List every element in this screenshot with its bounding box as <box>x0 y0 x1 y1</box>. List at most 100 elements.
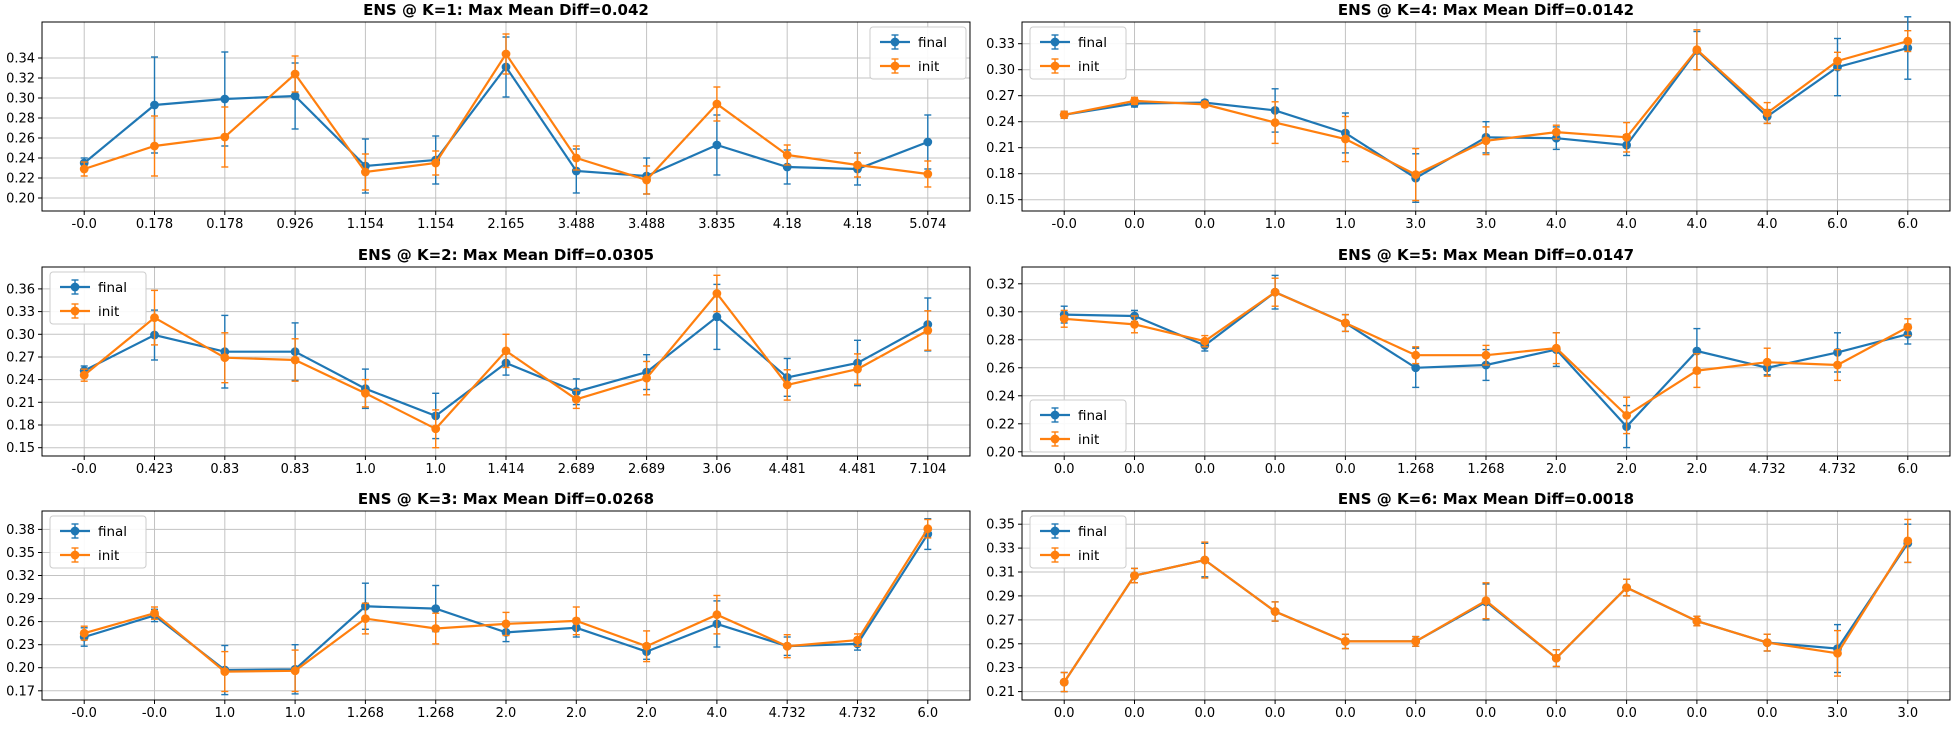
legend-item-final: final <box>60 523 127 540</box>
svg-text:-0.0: -0.0 <box>72 462 97 477</box>
legend: final init <box>869 26 967 80</box>
svg-text:-0.0: -0.0 <box>72 706 97 721</box>
y-axis: 0.20 0.22 0.24 0.26 0.28 0.30 0.32 0.34 <box>6 51 43 206</box>
svg-text:0.0: 0.0 <box>1335 462 1356 477</box>
svg-text:0.23: 0.23 <box>6 638 35 653</box>
svg-text:4.0: 4.0 <box>1616 217 1637 232</box>
legend-label-final: final <box>98 524 127 540</box>
gridlines <box>42 511 970 701</box>
chart-canvas-k6: 0.0 0.0 0.0 0.0 0.0 0.0 0.0 0.0 0.0 0.0 0.0 3.0 3.00… <box>986 510 1951 721</box>
legend: final init <box>1029 399 1127 453</box>
chart-canvas-k2: -0.0 0.423 0.83 0.83 1.0 1.0 1.414 2.689 2.689 3.… <box>6 266 971 477</box>
svg-text:0.30: 0.30 <box>986 305 1015 320</box>
legend-item-final: final <box>1040 406 1107 423</box>
svg-text:0.38: 0.38 <box>6 523 35 538</box>
svg-text:0.30: 0.30 <box>986 63 1015 78</box>
chart-title: ENS @ K=6: Max Mean Diff=0.0018 <box>1337 490 1635 509</box>
x-axis: 0.0 0.0 0.0 0.0 0.0 1.268 1.268 2.0 2.0 2.0 4.732 4… <box>1054 455 1918 477</box>
svg-text:0.33: 0.33 <box>6 305 35 320</box>
svg-text:0.26: 0.26 <box>6 131 35 146</box>
svg-text:0.29: 0.29 <box>986 590 1015 605</box>
legend-label-final: final <box>1078 524 1107 540</box>
gridlines <box>1022 21 1950 211</box>
svg-text:4.0: 4.0 <box>707 706 728 721</box>
svg-text:2.165: 2.165 <box>487 217 524 232</box>
svg-text:1.268: 1.268 <box>1397 462 1434 477</box>
legend-item-final: final <box>1040 34 1107 51</box>
svg-text:0.18: 0.18 <box>986 167 1015 182</box>
chart-title: ENS @ K=1: Max Mean Diff=0.042 <box>363 1 649 19</box>
svg-text:0.20: 0.20 <box>986 445 1015 460</box>
series-init <box>1059 29 1913 202</box>
svg-text:0.35: 0.35 <box>6 546 35 561</box>
svg-text:0.33: 0.33 <box>986 37 1015 52</box>
svg-text:0.423: 0.423 <box>136 462 173 477</box>
legend-item-init: init <box>1040 430 1099 447</box>
svg-text:0.26: 0.26 <box>986 361 1015 376</box>
svg-text:0.22: 0.22 <box>6 171 35 186</box>
svg-text:0.28: 0.28 <box>986 333 1015 348</box>
svg-text:0.83: 0.83 <box>281 462 310 477</box>
svg-text:3.06: 3.06 <box>702 462 731 477</box>
svg-text:2.0: 2.0 <box>1616 462 1637 477</box>
svg-text:3.488: 3.488 <box>558 217 595 232</box>
chart-title: ENS @ K=3: Max Mean Diff=0.0268 <box>357 490 655 509</box>
chart-title: ENS @ K=4: Max Mean Diff=0.0142 <box>1337 1 1635 19</box>
chart-canvas-k5: 0.0 0.0 0.0 0.0 0.0 1.268 1.268 2.0 2.0 2.0 4.732 4… <box>986 266 1951 477</box>
svg-text:0.28: 0.28 <box>6 111 35 126</box>
svg-text:0.0: 0.0 <box>1054 462 1075 477</box>
legend-label-final: final <box>918 35 947 51</box>
svg-text:7.104: 7.104 <box>909 462 946 477</box>
svg-text:0.17: 0.17 <box>6 684 35 699</box>
svg-text:0.32: 0.32 <box>986 277 1015 292</box>
svg-text:3.0: 3.0 <box>1897 706 1918 721</box>
svg-text:0.0: 0.0 <box>1546 706 1567 721</box>
chart-title: ENS @ K=5: Max Mean Diff=0.0147 <box>1337 245 1635 264</box>
legend-label-init: init <box>98 548 119 564</box>
svg-text:2.0: 2.0 <box>1546 462 1567 477</box>
legend: final init <box>49 515 147 569</box>
svg-text:2.689: 2.689 <box>558 462 595 477</box>
svg-text:6.0: 6.0 <box>1897 462 1918 477</box>
legend-item-init: init <box>879 58 939 75</box>
svg-text:0.29: 0.29 <box>6 592 35 607</box>
svg-text:0.0: 0.0 <box>1054 706 1075 721</box>
svg-text:2.0: 2.0 <box>1687 462 1708 477</box>
svg-text:2.0: 2.0 <box>566 706 587 721</box>
svg-text:2.0: 2.0 <box>496 706 517 721</box>
svg-text:-0.0: -0.0 <box>72 217 97 232</box>
svg-text:0.0: 0.0 <box>1476 706 1497 721</box>
svg-text:0.27: 0.27 <box>986 614 1015 629</box>
markers-init <box>1059 36 1913 179</box>
svg-text:0.15: 0.15 <box>6 441 35 456</box>
y-axis: 0.15 0.18 0.21 0.24 0.27 0.30 0.33 <box>986 37 1023 208</box>
svg-text:6.0: 6.0 <box>1827 217 1848 232</box>
legend-label-final: final <box>1078 407 1107 423</box>
svg-text:0.178: 0.178 <box>206 217 243 232</box>
series-init <box>1059 277 1913 434</box>
y-axis: 0.15 0.18 0.21 0.24 0.27 0.30 0.33 0.36 <box>6 282 43 456</box>
svg-text:3.0: 3.0 <box>1827 706 1848 721</box>
svg-text:3.835: 3.835 <box>698 217 735 232</box>
svg-text:4.481: 4.481 <box>839 462 876 477</box>
svg-text:0.0: 0.0 <box>1124 217 1145 232</box>
svg-text:1.0: 1.0 <box>355 462 376 477</box>
svg-text:0.25: 0.25 <box>986 637 1015 652</box>
chart-canvas-k4: -0.0 0.0 0.0 1.0 1.0 3.0 3.0 4.0 4.0 4.0 4.0 6.0 6.0… <box>986 16 1951 232</box>
svg-text:0.31: 0.31 <box>986 566 1015 581</box>
svg-text:3.0: 3.0 <box>1405 217 1426 232</box>
markers-init <box>79 49 933 185</box>
svg-text:0.0: 0.0 <box>1194 217 1215 232</box>
svg-text:-0.0: -0.0 <box>142 706 167 721</box>
svg-text:0.32: 0.32 <box>6 71 35 86</box>
svg-text:0.0: 0.0 <box>1194 706 1215 721</box>
svg-text:1.0: 1.0 <box>285 706 306 721</box>
svg-text:4.0: 4.0 <box>1687 217 1708 232</box>
legend-label-init: init <box>918 59 939 75</box>
legend-label-init: init <box>1078 548 1099 564</box>
svg-text:0.0: 0.0 <box>1757 706 1778 721</box>
svg-text:2.689: 2.689 <box>628 462 665 477</box>
svg-text:4.481: 4.481 <box>769 462 806 477</box>
svg-text:0.178: 0.178 <box>136 217 173 232</box>
svg-text:1.268: 1.268 <box>347 706 384 721</box>
